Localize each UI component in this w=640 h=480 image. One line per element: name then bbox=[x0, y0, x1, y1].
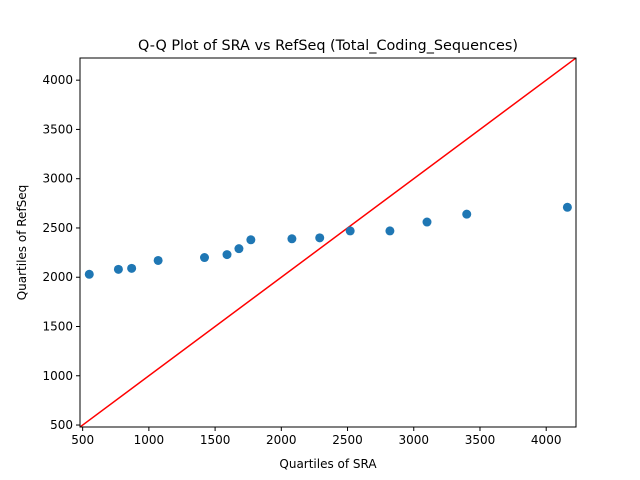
data-point bbox=[199, 253, 209, 263]
x-tick-label: 1500 bbox=[200, 433, 231, 447]
y-tick-label: 1000 bbox=[42, 369, 73, 383]
x-tick-label: 2500 bbox=[332, 433, 363, 447]
data-point bbox=[385, 226, 395, 236]
data-point bbox=[246, 235, 256, 245]
x-tick-label: 500 bbox=[71, 433, 94, 447]
x-axis-title: Quartiles of SRA bbox=[279, 457, 377, 471]
reference-line bbox=[80, 58, 576, 427]
y-tick-label: 4000 bbox=[42, 73, 73, 87]
y-tick-label: 1500 bbox=[42, 319, 73, 333]
data-point bbox=[562, 202, 572, 212]
data-point bbox=[422, 217, 432, 227]
x-tick-label: 1000 bbox=[134, 433, 165, 447]
data-point bbox=[127, 263, 137, 273]
y-tick-label: 2500 bbox=[42, 221, 73, 235]
x-tick-label: 4000 bbox=[531, 433, 562, 447]
y-tick-label: 500 bbox=[50, 418, 73, 432]
x-tick-label: 2000 bbox=[266, 433, 297, 447]
data-point bbox=[345, 226, 355, 236]
data-point bbox=[287, 234, 297, 244]
y-axis-title: Quartiles of RefSeq bbox=[15, 185, 29, 301]
data-point bbox=[462, 209, 472, 219]
chart-title: Q-Q Plot of SRA vs RefSeq (Total_Coding_… bbox=[138, 38, 518, 54]
data-point bbox=[84, 269, 94, 279]
y-tick-label: 2000 bbox=[42, 270, 73, 284]
data-layer bbox=[80, 58, 576, 427]
data-point bbox=[315, 233, 325, 243]
y-tick-label: 3000 bbox=[42, 172, 73, 186]
axes-frame bbox=[79, 57, 577, 428]
y-tick-label: 3500 bbox=[42, 122, 73, 136]
data-point bbox=[153, 255, 163, 265]
x-tick-label: 3500 bbox=[465, 433, 496, 447]
data-point bbox=[113, 264, 123, 274]
data-point bbox=[222, 250, 232, 260]
data-point bbox=[234, 244, 244, 254]
x-tick-label: 3000 bbox=[398, 433, 429, 447]
axes-layer: 500 1000 1500 2000 2500 3000 3500 4000 500 1000 15… bbox=[42, 57, 577, 447]
